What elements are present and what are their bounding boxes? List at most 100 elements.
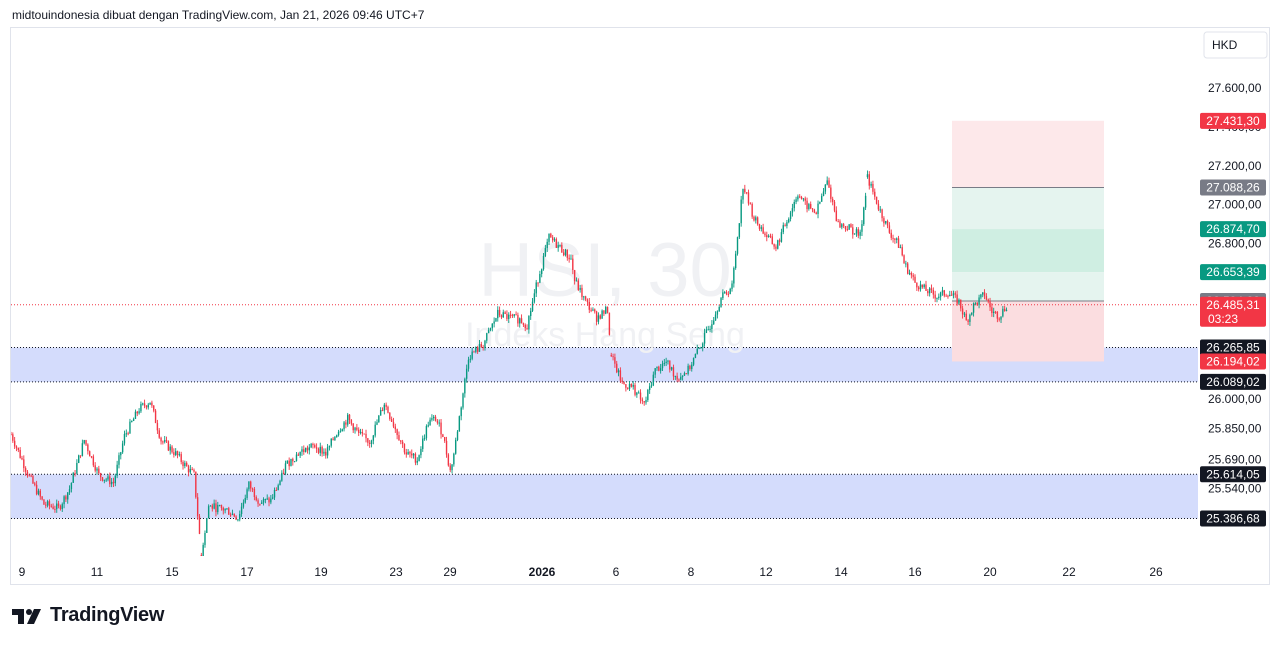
- candle-body: [707, 329, 709, 331]
- candle-body: [875, 196, 878, 204]
- candle-body: [698, 348, 700, 350]
- candle-body: [370, 440, 373, 444]
- position-target-3-band[interactable]: [952, 187, 1104, 230]
- candle-body: [661, 363, 664, 369]
- candle-body: [403, 443, 406, 453]
- candle-body: [612, 356, 614, 358]
- candle-body: [722, 292, 724, 299]
- candle-body: [63, 496, 65, 505]
- candle-body: [572, 258, 574, 270]
- candle-body: [799, 196, 801, 198]
- candle-body: [789, 212, 792, 219]
- zone-label-3[interactable]: 25.386,68: [1200, 510, 1266, 527]
- candle-body: [749, 203, 752, 205]
- target-1-label[interactable]: 26.653,39: [1200, 264, 1266, 281]
- tradingview-logo[interactable]: TradingView: [12, 604, 164, 627]
- support-zone-1[interactable]: [11, 474, 1198, 519]
- candle-body: [645, 399, 647, 403]
- candle-body: [237, 519, 239, 521]
- candle-body: [733, 268, 735, 284]
- target-2-label[interactable]: 26.874,70: [1200, 221, 1266, 238]
- position-stop-band[interactable]: [952, 301, 1104, 362]
- candle-body: [460, 407, 462, 417]
- candle-body: [473, 351, 475, 353]
- candle-body: [147, 404, 149, 408]
- candle-body: [820, 196, 823, 202]
- candle-body: [123, 433, 126, 444]
- time-tick-label: 11: [91, 565, 104, 579]
- candle-body: [511, 314, 514, 316]
- candle-body: [850, 224, 852, 228]
- candle-body: [950, 294, 953, 296]
- candle-body: [90, 456, 93, 458]
- candle-body: [196, 497, 199, 517]
- candle-body: [766, 235, 768, 238]
- currency-button-label: HKD: [1212, 38, 1238, 52]
- position-target-1-band[interactable]: [952, 272, 1104, 302]
- candle-body: [222, 507, 224, 511]
- candle-body: [110, 481, 113, 485]
- candle-body: [489, 328, 492, 331]
- target-3-label[interactable]: 27.088,26: [1200, 179, 1266, 196]
- candle-body: [32, 476, 34, 484]
- zone-label-0[interactable]: 26.265,85: [1200, 339, 1266, 356]
- candle-body: [15, 446, 18, 448]
- candle-body: [431, 418, 433, 420]
- zone-label-2[interactable]: 25.614,05: [1200, 466, 1266, 483]
- candle-body: [883, 218, 885, 224]
- candle-body: [617, 370, 620, 373]
- zone-label-1[interactable]: 26.089,02: [1200, 373, 1266, 390]
- candle-body: [760, 227, 762, 229]
- time-axis[interactable]: 9 11 15 17 19 23 29 2026 6 8 12 14 16 20 22 26: [19, 565, 1163, 579]
- candle-body: [374, 424, 376, 436]
- price-tick-label: 27.600,00: [1208, 81, 1262, 95]
- price-axis[interactable]: 27.600,0027.400,0027.200,0027.000,0026.8…: [1208, 81, 1262, 496]
- candle-body: [220, 504, 223, 508]
- candle-body: [425, 426, 428, 439]
- candle-body: [458, 416, 461, 432]
- candle-body: [121, 443, 124, 453]
- candle-body: [420, 448, 422, 456]
- candle-body: [343, 422, 345, 430]
- candle-body: [45, 504, 47, 506]
- candle-body: [659, 368, 662, 371]
- candle-body: [773, 244, 775, 247]
- currency-button[interactable]: HKD: [1203, 31, 1268, 59]
- candle-body: [495, 318, 497, 322]
- candle-body: [54, 508, 56, 510]
- candle-body: [284, 463, 287, 474]
- candle-body: [381, 410, 384, 412]
- candle-body: [151, 402, 153, 406]
- candle-body: [326, 447, 329, 456]
- candle-body: [680, 376, 682, 380]
- candle-body: [771, 236, 773, 245]
- price-tick-label: 26.000,00: [1208, 392, 1262, 406]
- candle-body: [985, 296, 988, 300]
- candle-body: [35, 484, 38, 495]
- stop-label[interactable]: 26.194,02: [1200, 353, 1266, 370]
- candle-body: [154, 410, 157, 424]
- candle-body: [676, 375, 678, 380]
- candle-body: [281, 472, 283, 481]
- candle-body: [423, 438, 426, 440]
- candle-body: [616, 363, 618, 373]
- upper-bound-label[interactable]: 27.431,30: [1200, 112, 1266, 129]
- candle-body: [405, 452, 407, 455]
- candle-body: [709, 329, 711, 331]
- candle-body: [149, 402, 151, 405]
- candle-body: [444, 437, 446, 441]
- zone-label-2-text: 25.614,05: [1206, 467, 1260, 481]
- position-upper-band[interactable]: [952, 120, 1104, 188]
- position-target-2-band[interactable]: [952, 229, 1104, 273]
- candle-body: [550, 233, 552, 238]
- candle-body: [398, 435, 400, 441]
- candle-body: [176, 451, 179, 456]
- candle-body: [1000, 316, 1002, 320]
- candle-body: [542, 255, 545, 270]
- candle-body: [681, 375, 684, 377]
- candle-body: [590, 309, 592, 311]
- candle-body: [881, 209, 883, 219]
- candle-body: [224, 508, 226, 511]
